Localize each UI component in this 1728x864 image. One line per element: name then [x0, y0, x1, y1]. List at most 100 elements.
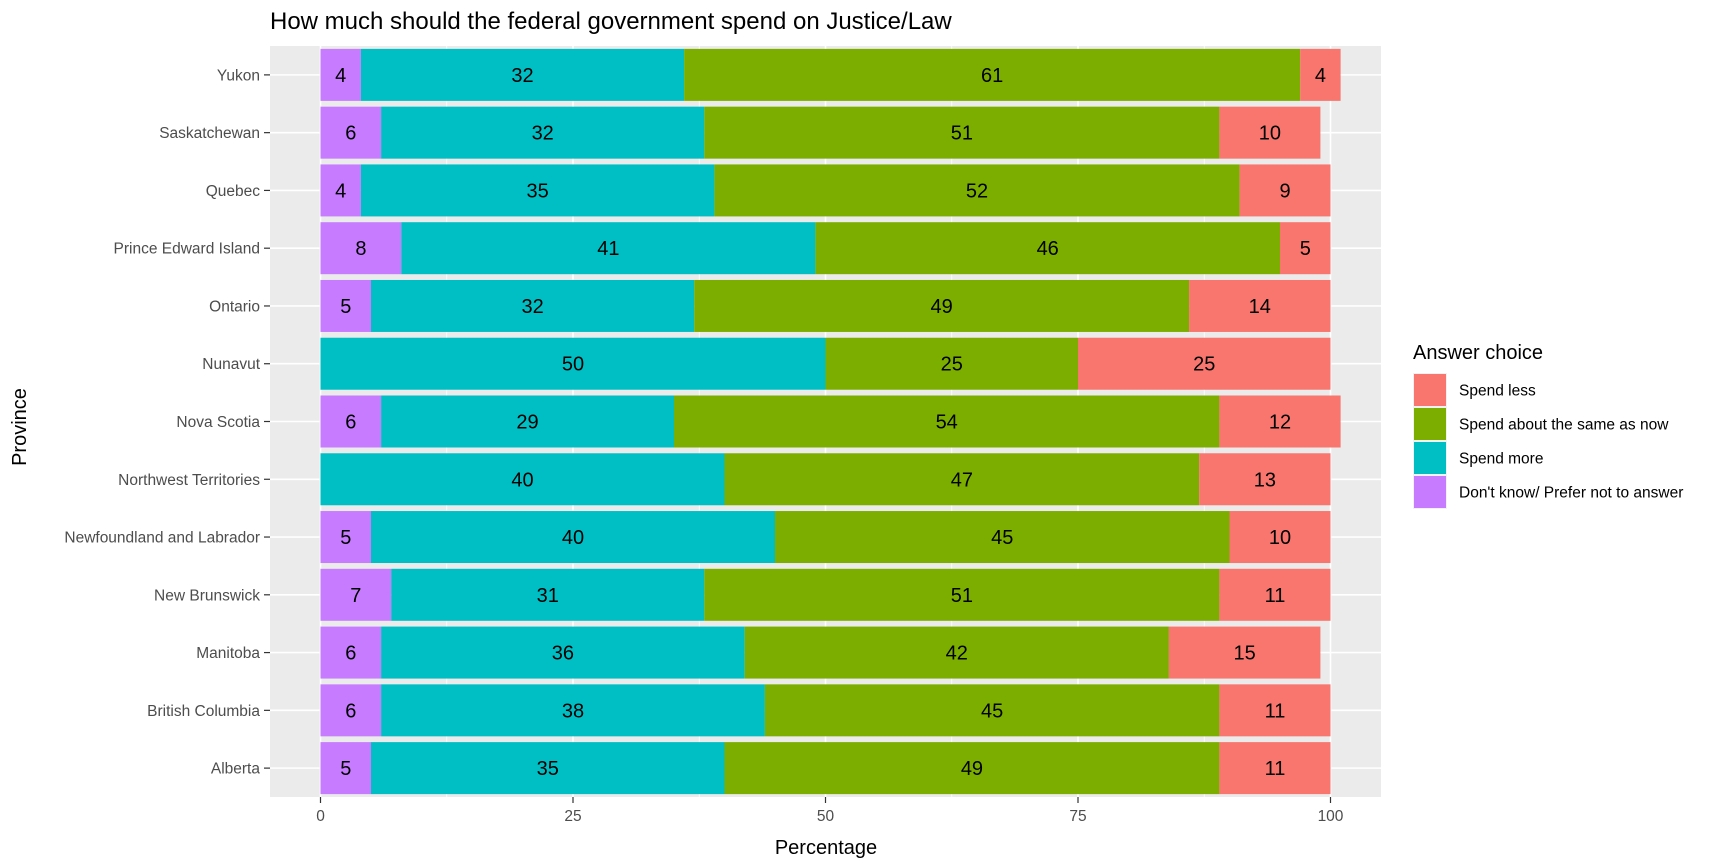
data-label: 6 [345, 412, 356, 434]
data-label: 35 [527, 180, 549, 202]
bar-segment [391, 568, 705, 621]
bar-segment [401, 222, 816, 275]
data-label: 51 [951, 585, 973, 607]
data-label: 7 [350, 585, 361, 607]
y-tick-label: Newfoundland and Labrador [64, 530, 260, 547]
data-label: 61 [981, 65, 1003, 87]
y-tick-label: Quebec [206, 183, 261, 200]
data-label: 14 [1249, 296, 1271, 318]
data-label: 5 [1300, 238, 1311, 260]
bar-segment [371, 511, 775, 564]
legend-key [1414, 442, 1446, 474]
bar-segment [1300, 48, 1341, 101]
bar-segment [381, 626, 745, 679]
bar-segment [320, 106, 382, 159]
legend-key [1414, 476, 1446, 508]
legend-title: Answer choice [1413, 342, 1543, 364]
x-tick-label: 50 [817, 808, 835, 825]
bar-segment [1229, 511, 1331, 564]
data-label: 8 [355, 238, 366, 260]
x-tick-label: 25 [564, 808, 581, 825]
data-label: 45 [981, 700, 1003, 722]
legend-label: Spend more [1459, 451, 1543, 468]
legend: Answer choice Spend less Spend about the … [1413, 342, 1683, 509]
y-tick-label: Yukon [217, 67, 260, 84]
x-tick-label: 100 [1318, 808, 1344, 825]
y-tick-label: New Brunswick [154, 587, 260, 604]
data-label: 11 [1265, 700, 1286, 722]
bar-segment [764, 684, 1220, 737]
data-label: 12 [1269, 412, 1291, 434]
data-label: 49 [931, 296, 953, 318]
bar-segment [320, 395, 382, 448]
data-label: 46 [1037, 238, 1059, 260]
bar-segment [1280, 222, 1331, 275]
bar-segment [320, 453, 725, 506]
data-label: 32 [532, 123, 554, 145]
bar-segment [744, 626, 1169, 679]
y-tick-label: Manitoba [196, 645, 260, 662]
bar-segment [704, 568, 1220, 621]
data-label: 4 [335, 65, 346, 87]
bar-segment [381, 684, 765, 737]
data-label: 9 [1279, 180, 1290, 202]
bar-segment [684, 48, 1301, 101]
bar-segment [320, 511, 371, 564]
y-axis: Yukon Saskatchewan Quebec Prince Edward Isl… [64, 67, 270, 778]
data-label: 36 [552, 643, 574, 665]
data-label: 42 [946, 643, 968, 665]
data-label: 29 [516, 412, 538, 434]
bar-segment [320, 337, 826, 390]
data-label: 11 [1265, 585, 1286, 607]
bar-segment [320, 568, 392, 621]
bar-segment [320, 48, 361, 101]
bar-segment [724, 742, 1220, 795]
bar-segment [1239, 164, 1331, 217]
data-label: 4 [335, 180, 346, 202]
data-label: 5 [340, 527, 351, 549]
bar-segment [1219, 106, 1321, 159]
x-axis-title: Percentage [775, 837, 877, 859]
bar-segment [1189, 279, 1331, 332]
data-label: 32 [521, 296, 543, 318]
bar-segment [371, 742, 725, 795]
bar-segment [371, 279, 695, 332]
bar-segment [320, 626, 382, 679]
bar-segment [704, 106, 1220, 159]
bar-segment [320, 742, 371, 795]
legend-label: Spend less [1459, 383, 1536, 400]
data-label: 45 [991, 527, 1013, 549]
bar-segment [1199, 453, 1331, 506]
data-label: 35 [537, 758, 559, 780]
bars [320, 48, 1341, 795]
data-label: 25 [1193, 354, 1215, 376]
data-label: 4 [1315, 65, 1326, 87]
bar-segment [320, 684, 382, 737]
data-label: 25 [941, 354, 963, 376]
bar-segment [1078, 337, 1331, 390]
data-label: 10 [1269, 527, 1291, 549]
data-label: 11 [1265, 758, 1286, 780]
data-label: 13 [1254, 469, 1276, 491]
bar-segment [320, 222, 402, 275]
bar-segment [320, 164, 361, 217]
legend-key [1414, 408, 1446, 440]
y-tick-label: Nunavut [202, 356, 260, 373]
data-label: 5 [340, 758, 351, 780]
data-label: 6 [345, 643, 356, 665]
data-label: 38 [562, 700, 584, 722]
y-tick-label: Prince Edward Island [114, 241, 260, 258]
bar-segment [724, 453, 1200, 506]
data-label: 40 [511, 469, 533, 491]
data-label: 10 [1259, 123, 1281, 145]
legend-label: Spend about the same as now [1459, 417, 1669, 434]
data-label: 51 [951, 123, 973, 145]
bar-segment [360, 164, 715, 217]
bar-segment [775, 511, 1230, 564]
bar-segment [1219, 395, 1341, 448]
bar-segment [381, 395, 674, 448]
y-tick-label: Saskatchewan [159, 125, 260, 142]
bar-segment [320, 279, 371, 332]
legend-label: Don't know/ Prefer not to answer [1459, 485, 1683, 502]
